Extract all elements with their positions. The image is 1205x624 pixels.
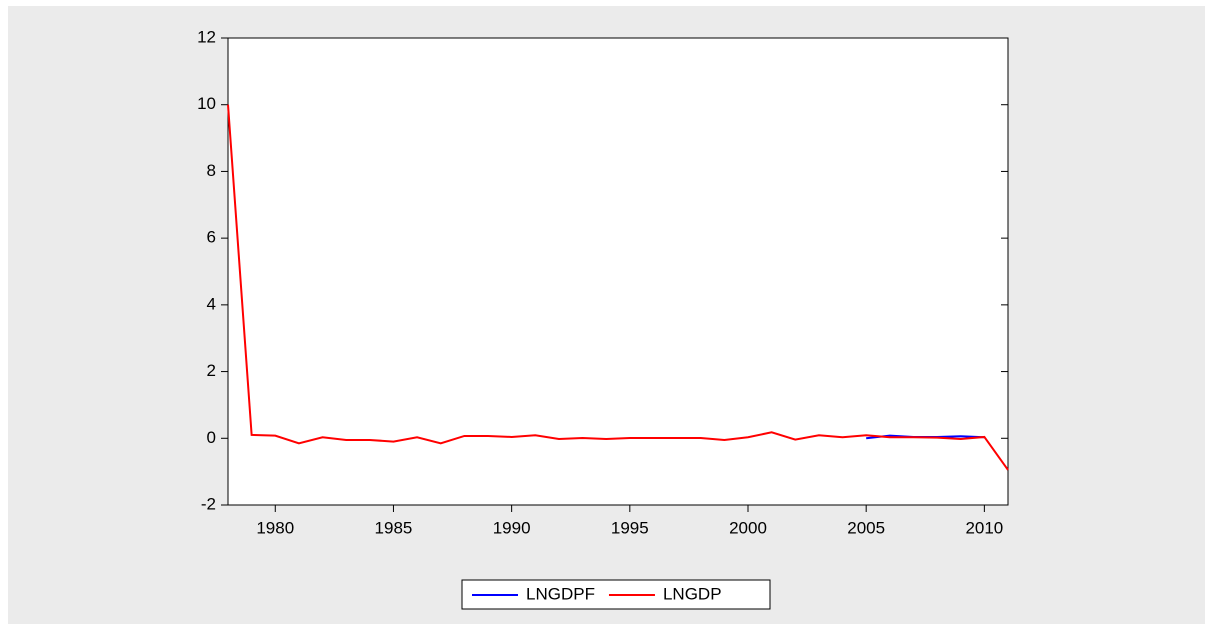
y-tick-label: 2 <box>207 361 216 380</box>
x-tick-label: 2000 <box>729 518 767 537</box>
plot-area <box>227 37 1009 506</box>
y-tick-label: 4 <box>207 294 216 313</box>
x-tick-label: 2005 <box>847 518 885 537</box>
legend-label: LNGDP <box>663 584 722 603</box>
x-tick-label: 2010 <box>965 518 1003 537</box>
legend-label: LNGDPF <box>526 584 595 603</box>
y-tick-label: -2 <box>201 494 216 513</box>
y-tick-label: 6 <box>207 228 216 247</box>
x-tick-label: 1990 <box>493 518 531 537</box>
x-tick-label: 1985 <box>375 518 413 537</box>
y-tick-label: 0 <box>207 428 216 447</box>
y-tick-label: 8 <box>207 161 216 180</box>
y-tick-label: 12 <box>197 27 216 46</box>
y-tick-label: 10 <box>197 94 216 113</box>
series-line <box>227 104 1009 471</box>
x-tick-label: 1980 <box>256 518 294 537</box>
x-tick-label: 1995 <box>611 518 649 537</box>
